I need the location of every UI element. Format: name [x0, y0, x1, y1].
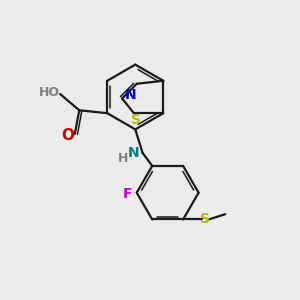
Text: HO: HO [38, 86, 59, 99]
Text: N: N [124, 88, 136, 102]
Text: S: S [200, 212, 210, 226]
Text: F: F [123, 187, 132, 201]
Text: H: H [117, 152, 128, 165]
Text: S: S [131, 113, 141, 127]
Text: O: O [61, 128, 74, 143]
Text: N: N [128, 146, 139, 160]
